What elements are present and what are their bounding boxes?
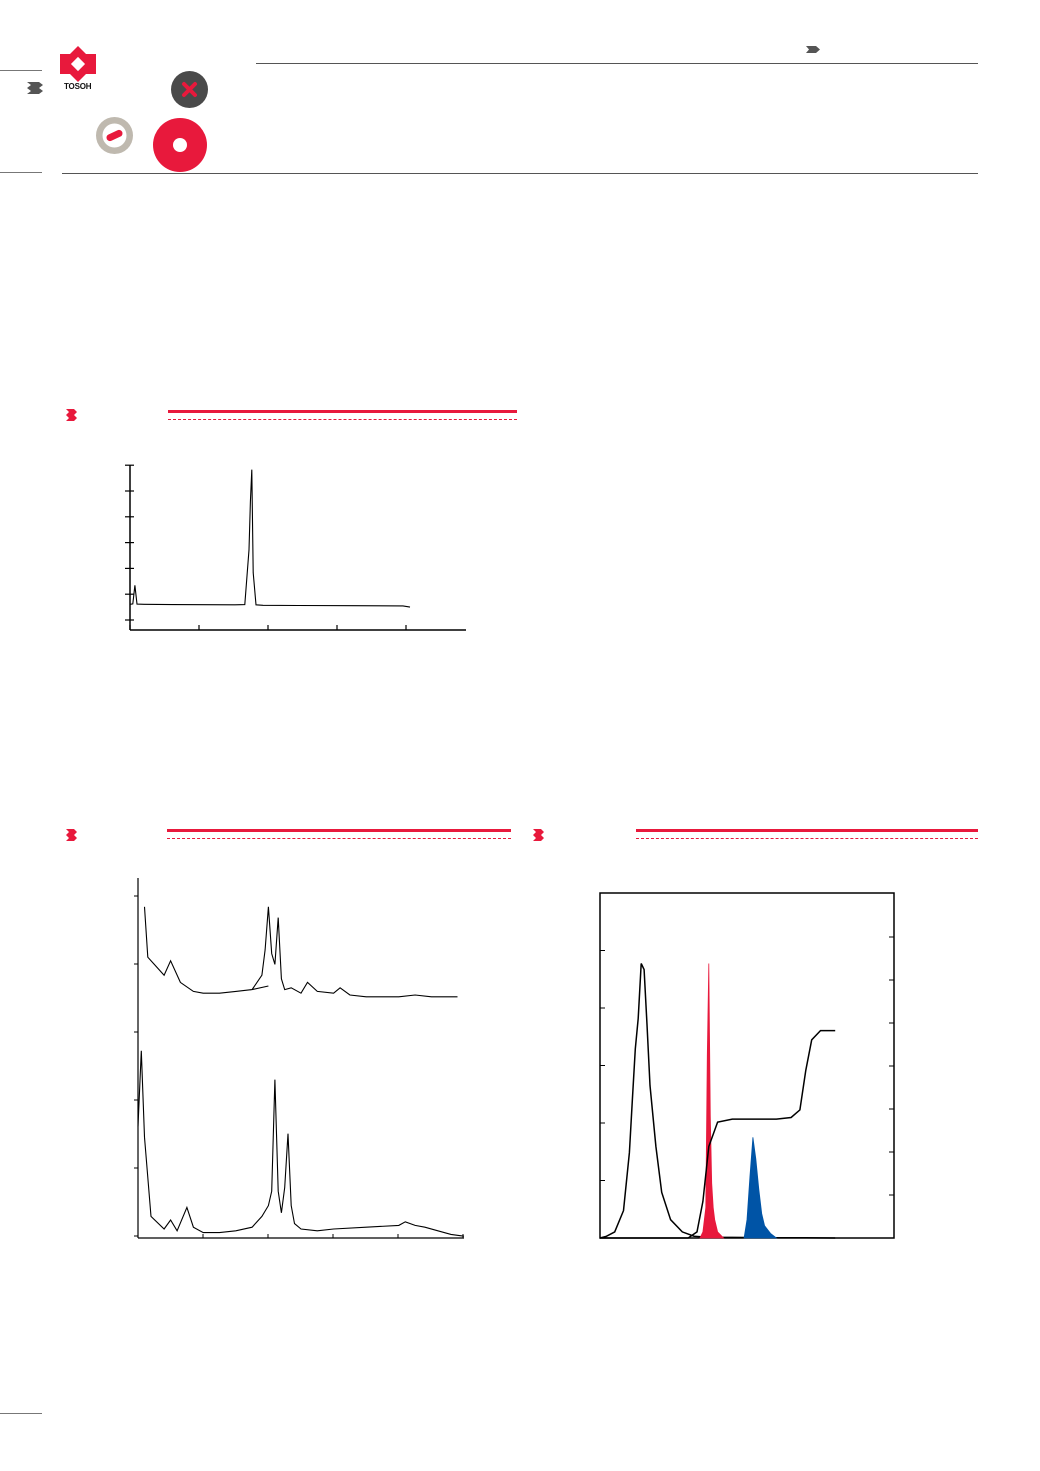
section-chevron-icon-2 [66, 829, 77, 841]
figure-2-chart [134, 878, 465, 1239]
figure-3-chart [599, 892, 895, 1239]
series-line-1 [137, 1050, 465, 1237]
figure-1-chart [125, 464, 466, 631]
left-margin-bar-top [0, 70, 42, 71]
minus-badge-icon [96, 117, 133, 154]
tosoh-logo [60, 46, 96, 82]
series-line-0 [143, 906, 458, 998]
section-rule-2 [167, 829, 511, 832]
chevron-double-icon [27, 82, 43, 94]
chevron-small-icon [806, 46, 820, 53]
series-line-0 [129, 469, 411, 608]
section-dash-3 [636, 838, 978, 839]
series-line-3 [600, 1029, 836, 1239]
section-dash-1 [168, 419, 517, 420]
left-margin-bar-mid [0, 172, 42, 173]
filled-peak-1 [699, 963, 725, 1239]
circle-badge-icon [153, 118, 207, 172]
section-rule-1 [168, 410, 517, 413]
header-rule-bottom [62, 173, 978, 174]
brand-name: TOSOH [64, 82, 92, 91]
section-chevron-icon-3 [533, 829, 544, 841]
plot-frame [599, 892, 895, 1239]
filled-peak-2 [743, 1137, 778, 1239]
x-badge-icon [171, 71, 208, 108]
series-line-0 [599, 963, 836, 1239]
header-rule-top [256, 63, 978, 64]
section-rule-3 [636, 829, 978, 832]
section-dash-2 [167, 838, 511, 839]
section-chevron-icon-1 [66, 409, 77, 421]
left-margin-bar-bottom [0, 1413, 42, 1414]
